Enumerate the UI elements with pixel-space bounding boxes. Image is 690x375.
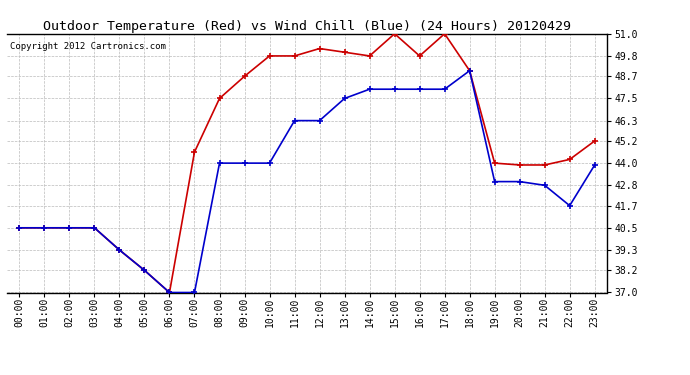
- Title: Outdoor Temperature (Red) vs Wind Chill (Blue) (24 Hours) 20120429: Outdoor Temperature (Red) vs Wind Chill …: [43, 20, 571, 33]
- Text: Copyright 2012 Cartronics.com: Copyright 2012 Cartronics.com: [10, 42, 166, 51]
